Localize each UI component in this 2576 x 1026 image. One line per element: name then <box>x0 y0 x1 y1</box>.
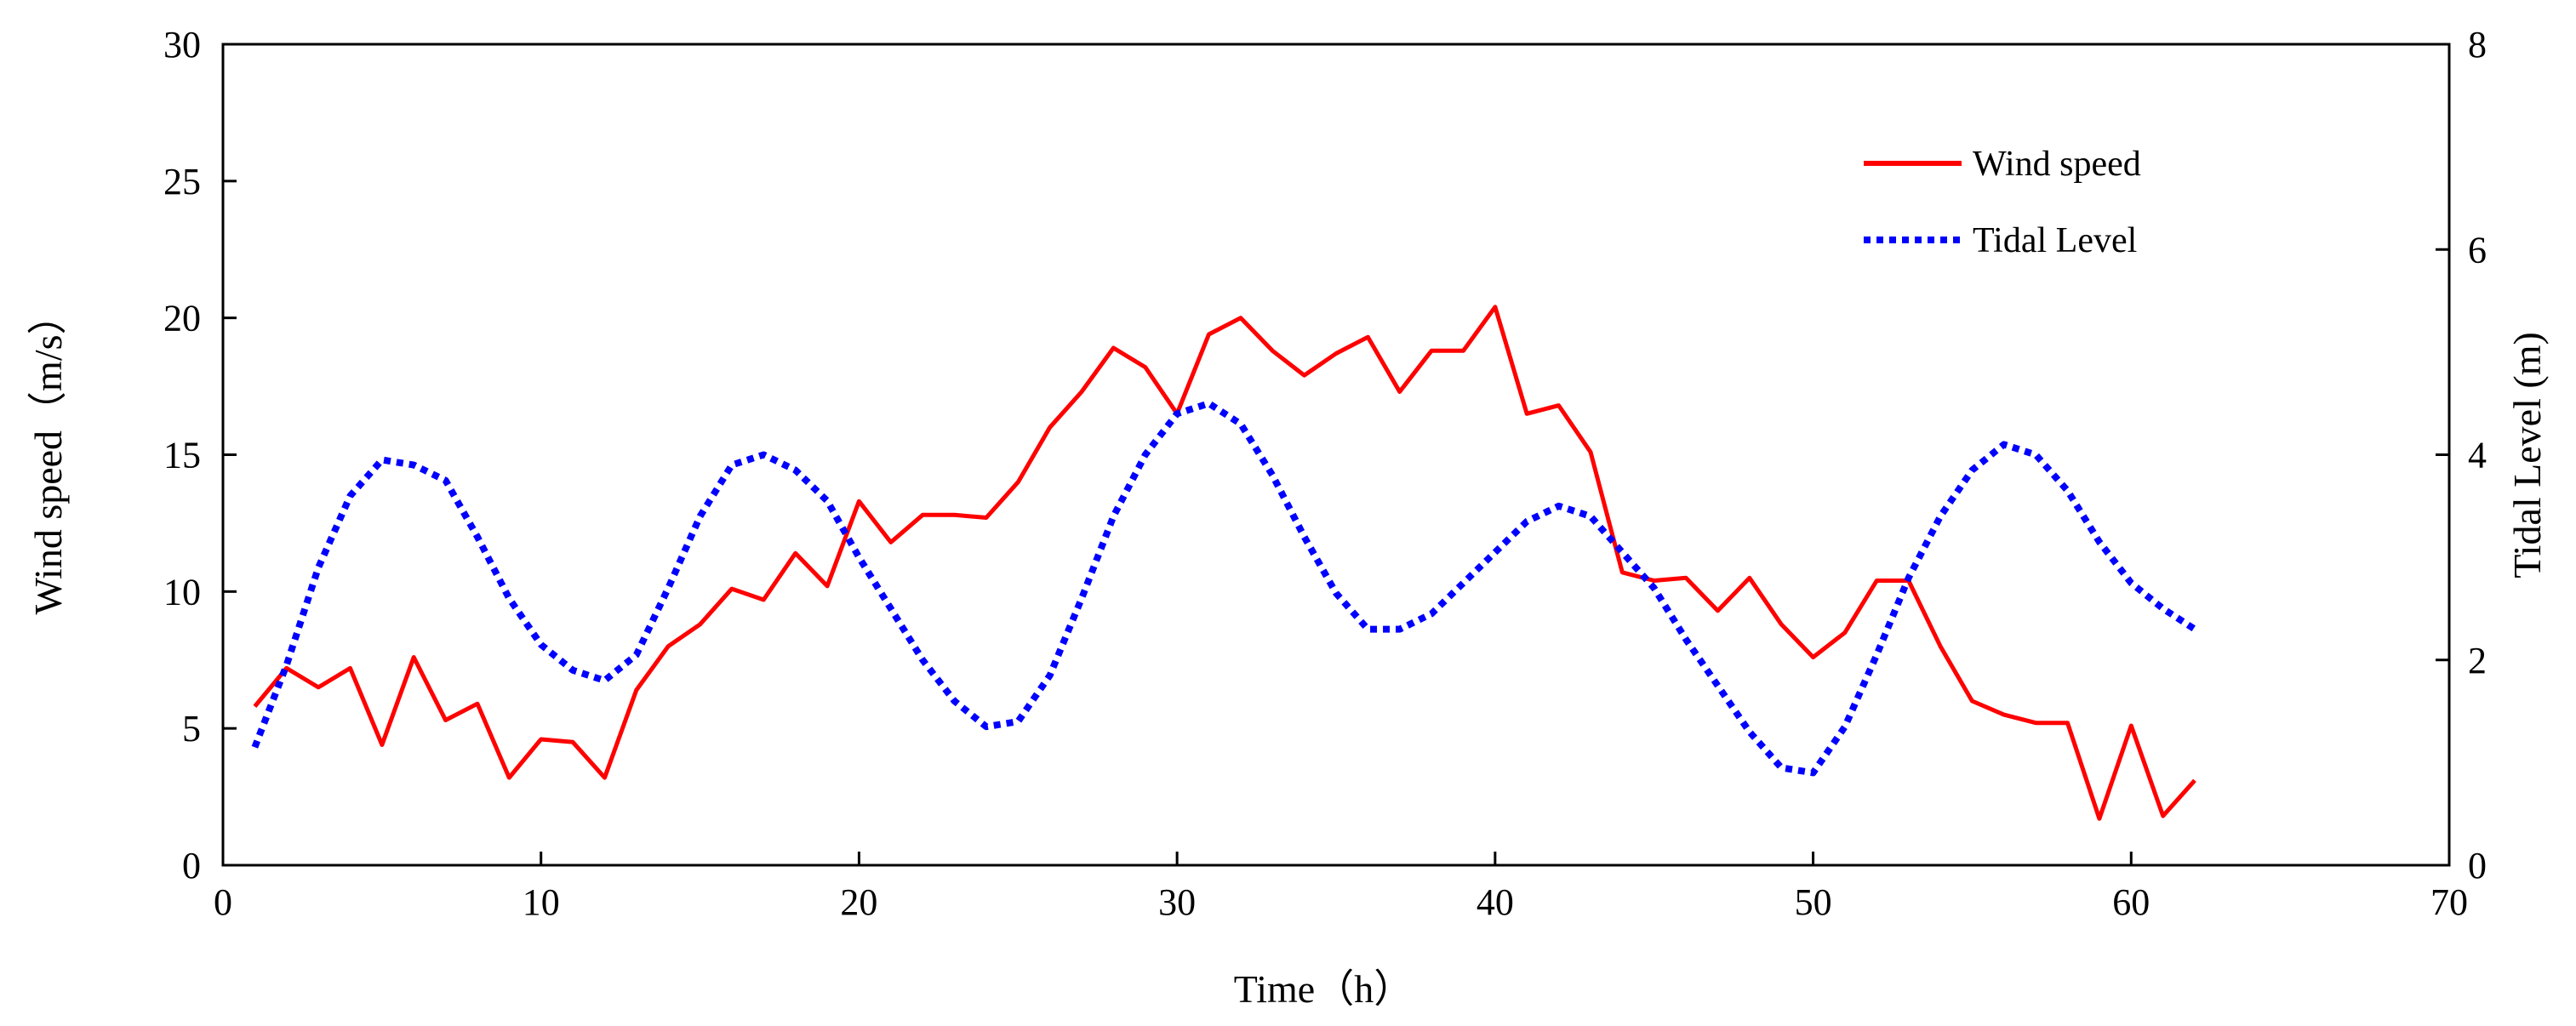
series-lines <box>251 305 2197 821</box>
x-tick-label: 0 <box>214 881 232 923</box>
y-left-tick-label: 20 <box>163 298 201 339</box>
series-line-tidal-level <box>251 400 2197 777</box>
y-left-tick-label: 5 <box>182 708 201 750</box>
y-left-tick-label: 15 <box>163 435 201 476</box>
y-left-tick-label: 25 <box>163 161 201 202</box>
x-tick-label: 20 <box>840 881 877 923</box>
y-right-tick-label: 8 <box>2468 24 2487 66</box>
y-right-axis-label: Tidal Level (m) <box>2505 332 2549 579</box>
legend: Wind speed Tidal Level <box>1864 145 2141 260</box>
x-tick-label: 70 <box>2430 881 2468 923</box>
y-left-tick-label: 0 <box>182 845 201 886</box>
y-left-tick-label: 10 <box>163 571 201 613</box>
x-axis-label: Time（h） <box>1234 967 1413 1011</box>
y-left-tick-label: 30 <box>163 24 201 66</box>
y-right-tick-label: 6 <box>2468 229 2487 271</box>
y-right-tick-label: 2 <box>2468 640 2487 681</box>
y-right-tick-label: 4 <box>2468 435 2487 476</box>
y-left-axis-label: Wind speed（m/s） <box>26 295 70 614</box>
x-tick-label: 40 <box>1476 881 1514 923</box>
x-tick-label: 10 <box>523 881 560 923</box>
series-line-wind-speed <box>253 305 2196 821</box>
legend-label-wind-speed: Wind speed <box>1973 145 2141 184</box>
legend-label-tidal-level: Tidal Level <box>1973 221 2137 260</box>
y-right-tick-label: 0 <box>2468 845 2487 886</box>
x-tick-label: 30 <box>1158 881 1196 923</box>
x-tick-label: 60 <box>2112 881 2150 923</box>
x-tick-label: 50 <box>1795 881 1832 923</box>
